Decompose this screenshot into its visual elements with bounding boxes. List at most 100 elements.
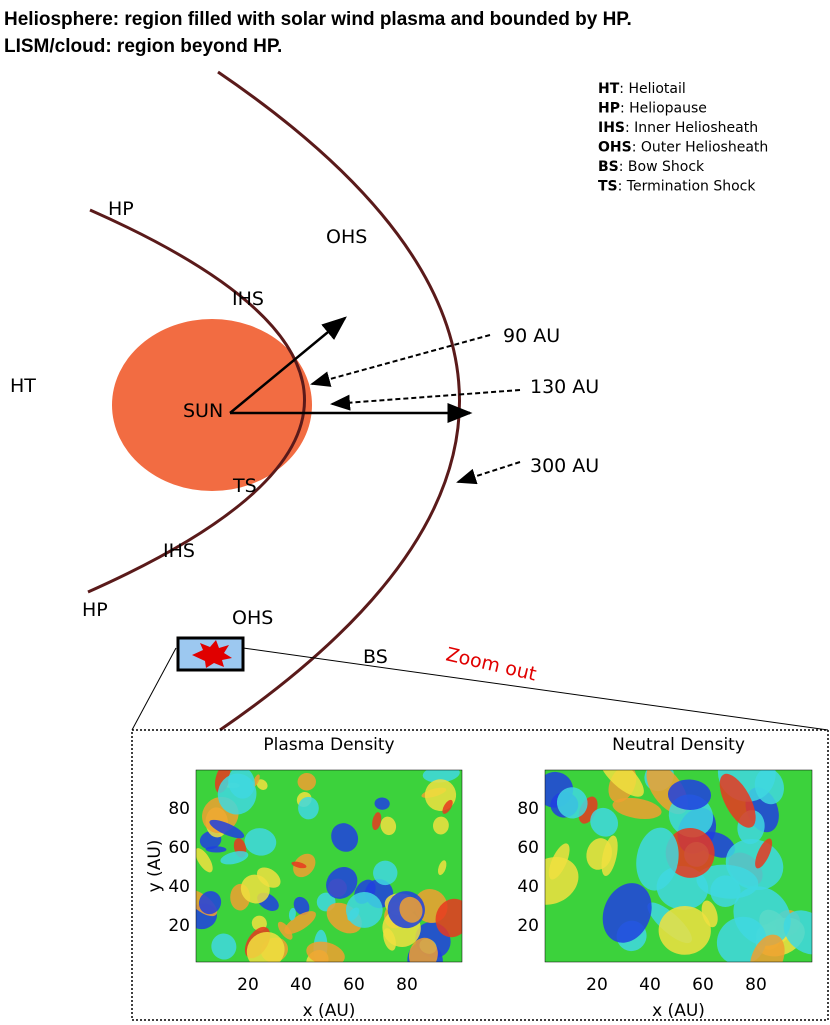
- label: IHS: [163, 540, 195, 562]
- x-tick-label: 60: [692, 975, 714, 995]
- legend-abbr: HP: [598, 101, 620, 117]
- plot-title: Plasma Density: [263, 735, 394, 755]
- heatmap-blob: [665, 828, 715, 878]
- heatmap-blob: [244, 828, 277, 856]
- y-tick-label: 80: [168, 799, 190, 819]
- heatmap-blob: [331, 823, 359, 852]
- heatmap-blob: [599, 770, 644, 797]
- x-tick-label: 80: [745, 975, 767, 995]
- label: TS: [232, 475, 257, 497]
- dashed-arrow: [310, 334, 491, 387]
- title-line: Heliosphere: region filled with solar wi…: [4, 9, 632, 30]
- x-tick-label: 40: [290, 975, 312, 995]
- arrow: [229, 316, 347, 414]
- heatmap-blob: [433, 816, 449, 835]
- heatmap-blob: [196, 848, 213, 873]
- legend-entry: HP: Heliopause: [598, 101, 707, 117]
- heatmap-blob: [399, 896, 423, 923]
- heatmap: [196, 770, 462, 962]
- x-tick-label: 60: [343, 975, 365, 995]
- heatmap-blob: [240, 874, 270, 904]
- heatmap-blob: [198, 891, 222, 915]
- distance: 130 AU: [530, 376, 599, 398]
- zoom-label: Zoom out: [444, 643, 539, 685]
- y-tick-label: 20: [517, 916, 539, 936]
- heatmap-blob: [602, 883, 652, 943]
- legend-text: : Inner Heliosheath: [625, 120, 758, 136]
- heatmap-blob: [211, 933, 237, 960]
- legend-text: : Heliotail: [619, 81, 686, 97]
- heatmap-blob: [612, 797, 662, 820]
- legend-abbr: OHS: [598, 140, 632, 156]
- heatmap-blob: [701, 900, 718, 928]
- heatmap-blob: [372, 812, 382, 831]
- zoom-line: [242, 647, 829, 731]
- heatmap-blob: [783, 910, 812, 955]
- label: OHS: [326, 226, 367, 248]
- label: HT: [10, 375, 36, 397]
- legend-abbr: IHS: [598, 120, 625, 136]
- heliopause: [87, 208, 306, 594]
- plots: Plasma Density 20 40 60 80 80 60 40 20 x (AU) y (A…: [145, 735, 813, 1021]
- y-tick-label: 40: [517, 877, 539, 897]
- title-line: LISM/cloud: region beyond HP.: [4, 36, 282, 57]
- dashed-arrow: [456, 461, 521, 485]
- legend-entry: IHS: Inner Heliosheath: [598, 120, 758, 136]
- x-tick-label: 20: [237, 975, 259, 995]
- y-tick-label: 20: [168, 916, 190, 936]
- legend-abbr: HT: [598, 81, 620, 97]
- heatmap-blob: [590, 807, 619, 837]
- legend-abbr: TS: [598, 179, 618, 195]
- label: BS: [363, 646, 388, 668]
- dashed-arrow: [330, 389, 521, 411]
- heatmap-blob: [246, 931, 285, 962]
- heatmap-blob: [297, 773, 316, 791]
- x-tick-label: 40: [639, 975, 661, 995]
- heatmap-blob: [408, 937, 438, 962]
- heatmap-blob: [326, 867, 358, 899]
- heatmap-blob: [374, 797, 390, 810]
- plot-frame: [195, 769, 463, 963]
- zoom-box: [176, 636, 245, 672]
- legend-entry: BS: Bow Shock: [598, 159, 705, 175]
- plot-title: Neutral Density: [612, 735, 745, 755]
- legend-text: : Bow Shock: [619, 159, 705, 175]
- plot-frame: [544, 769, 813, 963]
- burst: [192, 640, 232, 668]
- heatmap-blob: [373, 860, 398, 886]
- x-tick-label: 80: [396, 975, 418, 995]
- heatmap-blob: [435, 898, 462, 938]
- heatmap-blob: [548, 843, 570, 880]
- legend-entry: HT: Heliotail: [598, 81, 686, 97]
- heatmap-blob: [293, 896, 310, 916]
- x-axis-label: x (AU): [303, 1001, 356, 1021]
- heatmap: [545, 770, 812, 962]
- heatmap-blob: [658, 906, 711, 955]
- label: HP: [108, 198, 134, 220]
- heatmap-blob: [556, 787, 588, 819]
- heatmap-blob: [442, 799, 453, 814]
- distance: 90 AU: [503, 325, 560, 347]
- heatmap-blob: [755, 838, 773, 869]
- heatmap-blob: [422, 770, 460, 783]
- heatmap-blob: [636, 827, 679, 891]
- sun-region: [112, 319, 312, 491]
- legend-text: : Outer Heliosheath: [632, 140, 769, 156]
- inset: [131, 729, 829, 1021]
- y-tick-label: 60: [168, 838, 190, 858]
- y-tick-label: 80: [517, 799, 539, 819]
- legend-text: : Heliopause: [620, 101, 707, 117]
- label: OHS: [232, 607, 273, 629]
- heatmap-blob: [667, 779, 712, 810]
- heatmap-blob: [347, 907, 360, 921]
- bow-shock: [217, 70, 461, 732]
- heatmap-blob: [545, 857, 579, 905]
- label: IHS: [232, 288, 264, 310]
- heatmap-blob: [220, 851, 249, 865]
- heatmap-blob: [749, 934, 785, 962]
- legend: HT: Heliotail HP: Heliopause IHS: Inner He…: [598, 81, 768, 195]
- legend-entry: TS: Termination Shock: [598, 179, 756, 195]
- heatmap-blob: [205, 846, 227, 853]
- legend-entry: OHS: Outer Heliosheath: [598, 140, 768, 156]
